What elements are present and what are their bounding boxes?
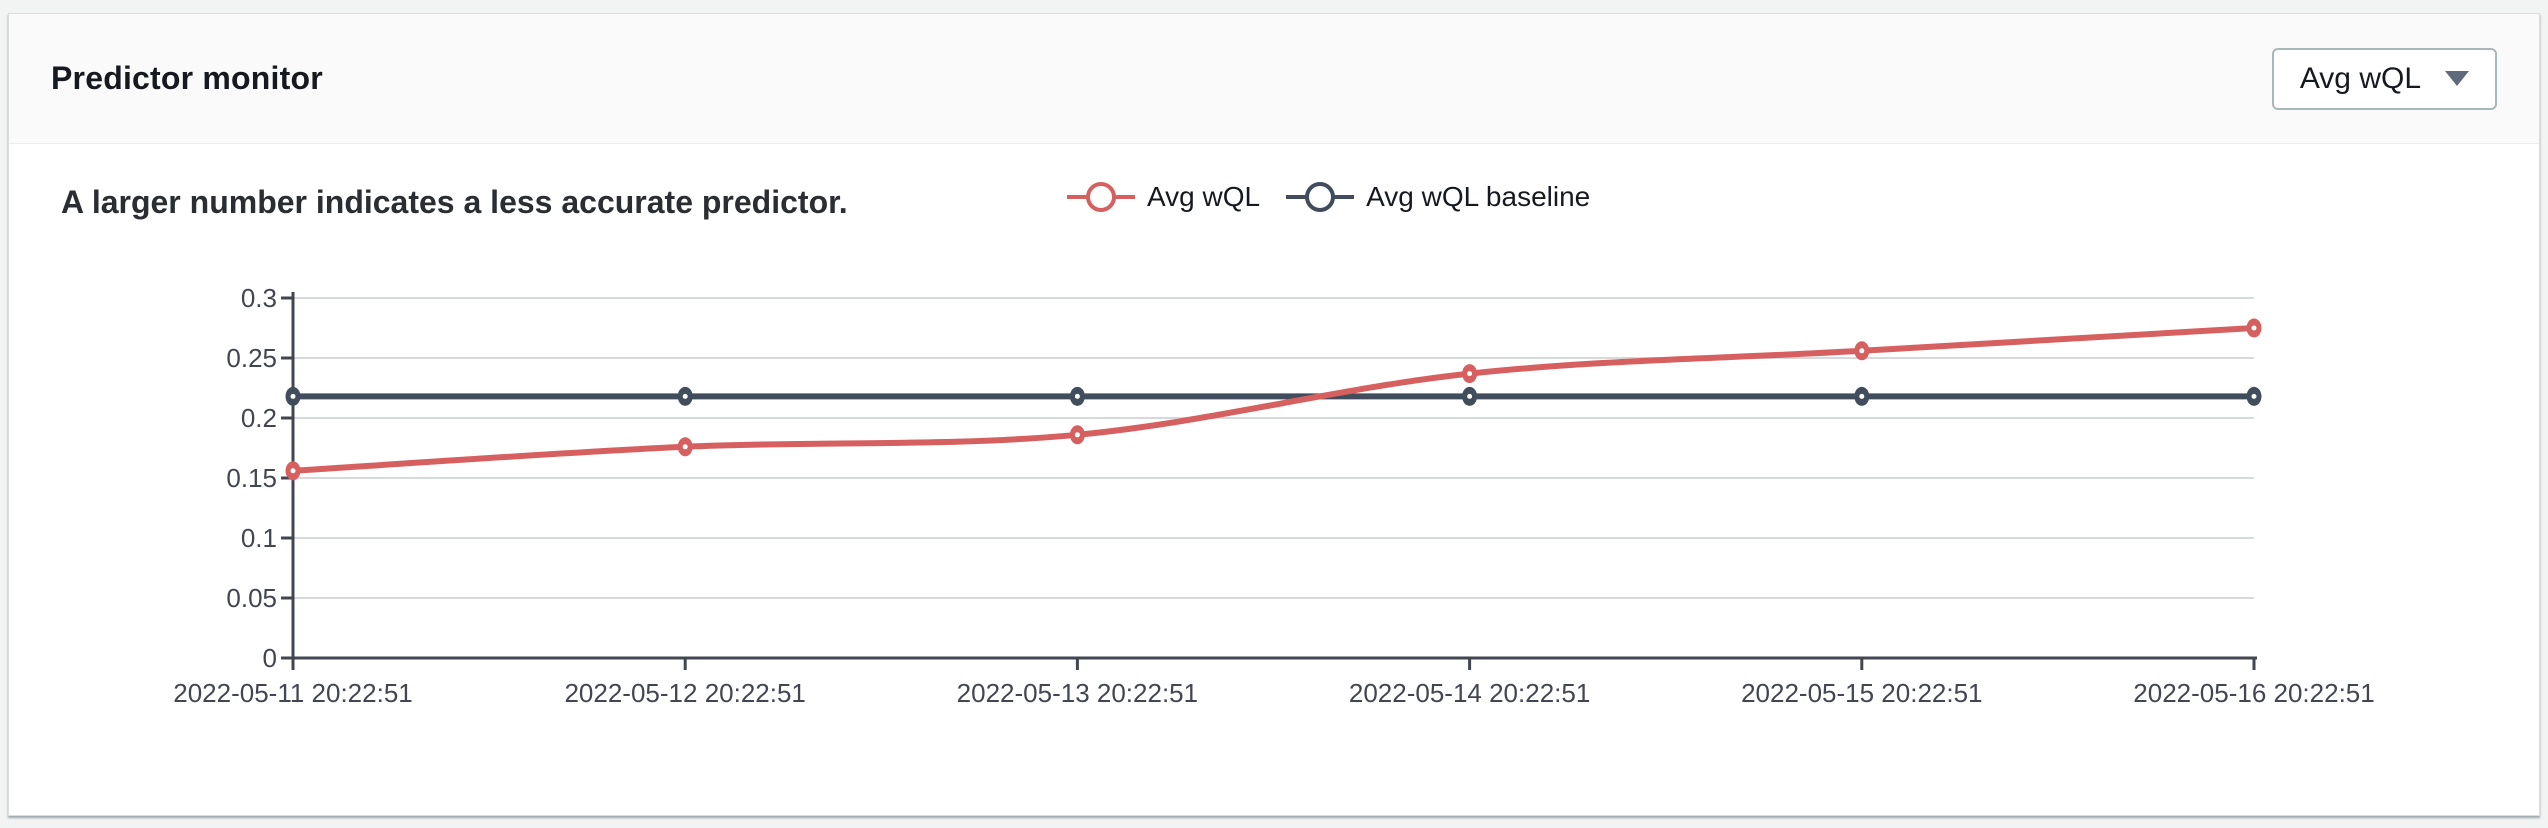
legend-item-avg-wql-baseline[interactable]: Avg wQL baseline bbox=[1286, 180, 1590, 214]
legend-item-avg-wql[interactable]: Avg wQL bbox=[1067, 180, 1260, 214]
svg-text:0: 0 bbox=[263, 643, 277, 673]
line-circle-marker-icon bbox=[1067, 180, 1135, 214]
page-title: Predictor monitor bbox=[51, 60, 323, 96]
legend-label: Avg wQL baseline bbox=[1366, 181, 1591, 212]
svg-text:2022-05-15 20:22:51: 2022-05-15 20:22:51 bbox=[1741, 678, 1982, 708]
svg-text:0.3: 0.3 bbox=[241, 283, 277, 313]
svg-text:0.1: 0.1 bbox=[241, 523, 277, 553]
chart-legend: Avg wQL Avg wQL baseline bbox=[1067, 180, 1590, 214]
svg-text:2022-05-14 20:22:51: 2022-05-14 20:22:51 bbox=[1349, 678, 1590, 708]
chevron-down-icon bbox=[2445, 71, 2469, 86]
svg-text:0.05: 0.05 bbox=[226, 583, 277, 613]
predictor-chart: 0 0.05 0.1 0.15 0.2 0.25 0.3 2022-05-11 20:22:5… bbox=[173, 283, 2374, 708]
svg-text:2022-05-11 20:22:51: 2022-05-11 20:22:51 bbox=[173, 678, 413, 708]
predictor-monitor-panel: Predictor monitor Avg wQL A larger numbe… bbox=[8, 13, 2540, 816]
chart-subtitle: A larger number indicates a less accurat… bbox=[61, 184, 848, 220]
svg-text:0.25: 0.25 bbox=[226, 343, 277, 373]
svg-text:2022-05-16 20:22:51: 2022-05-16 20:22:51 bbox=[2133, 678, 2374, 708]
line-circle-marker-icon bbox=[1286, 180, 1355, 214]
legend-label: Avg wQL bbox=[1147, 181, 1261, 212]
svg-text:2022-05-12 20:22:51: 2022-05-12 20:22:51 bbox=[564, 678, 805, 708]
metric-dropdown-label: Avg wQL bbox=[2299, 61, 2421, 95]
svg-text:2022-05-13 20:22:51: 2022-05-13 20:22:51 bbox=[957, 678, 1198, 708]
svg-text:0.2: 0.2 bbox=[241, 403, 277, 433]
svg-text:0.15: 0.15 bbox=[226, 463, 277, 493]
panel-header: Predictor monitor Avg wQL bbox=[9, 14, 2539, 144]
metric-dropdown[interactable]: Avg wQL bbox=[2271, 47, 2497, 110]
chart-area: A larger number indicates a less accurat… bbox=[9, 144, 2539, 816]
